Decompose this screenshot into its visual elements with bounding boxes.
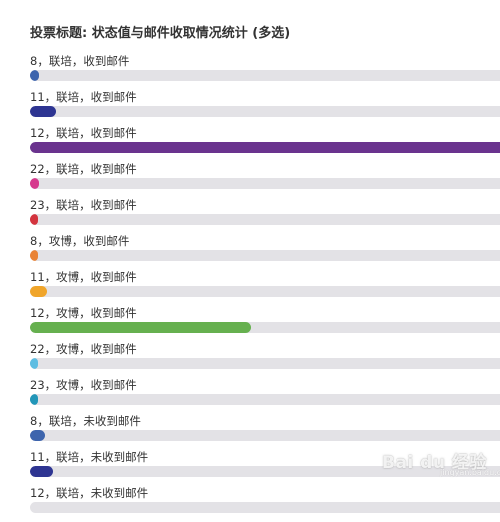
poll-option[interactable]: 22，攻博，收到邮件 <box>30 342 500 378</box>
poll-option[interactable]: 23，联培，收到邮件 <box>30 198 500 234</box>
poll-option[interactable]: 8，联培，未收到邮件 <box>30 414 500 450</box>
poll-option-label: 11，攻博，收到邮件 <box>30 270 137 284</box>
poll-option-label: 22，联培，收到邮件 <box>30 162 137 176</box>
poll-option-bar-fill <box>30 358 38 369</box>
poll-option-label: 23，联培，收到邮件 <box>30 198 137 212</box>
poll-option-label: 8，攻博，收到邮件 <box>30 234 130 248</box>
poll-option-label: 12，联培，收到邮件 <box>30 126 137 140</box>
poll-option[interactable]: 11，联培，未收到邮件 <box>30 450 500 486</box>
poll-option-label: 11，联培，收到邮件 <box>30 90 137 104</box>
poll-option-label: 12，联培，未收到邮件 <box>30 486 149 500</box>
poll-option-bar-track <box>30 142 500 153</box>
poll-option[interactable]: 11，攻博，收到邮件 <box>30 270 500 306</box>
poll-option-bar-track <box>30 394 500 405</box>
poll-option-bar-track <box>30 106 500 117</box>
poll-option-bar-fill <box>30 106 56 117</box>
poll-option-bar-track <box>30 70 500 81</box>
poll-option-label: 8，联培，收到邮件 <box>30 54 130 68</box>
poll-option-bar-fill <box>30 430 46 441</box>
poll-option-bar-fill <box>30 250 38 261</box>
poll-option[interactable]: 8，攻博，收到邮件 <box>30 234 500 270</box>
poll-option-bar-fill <box>30 214 38 225</box>
poll-options-list: 8，联培，收到邮件 11，联培，收到邮件 12，联培，收到邮件 22，联培，收到邮件 2… <box>30 54 500 513</box>
poll-option-bar-fill <box>30 466 53 477</box>
poll-option-bar-track <box>30 430 500 441</box>
poll-title: 投票标题: 状态值与邮件收取情况统计 (多选) <box>30 26 291 41</box>
poll-option[interactable]: 8，联培，收到邮件 <box>30 54 500 90</box>
poll-option-label: 22，攻博，收到邮件 <box>30 342 137 356</box>
poll-option-bar-fill <box>30 322 251 333</box>
baidu-jingyan-watermark: Bai du 经验 <box>382 448 487 473</box>
poll-option[interactable]: 22，联培，收到邮件 <box>30 162 500 198</box>
poll-option[interactable]: 12，攻博，收到邮件 <box>30 306 500 342</box>
poll-option-bar-track <box>30 286 500 297</box>
poll-option[interactable]: 11，联培，收到邮件 <box>30 90 500 126</box>
poll-option-label: 11，联培，未收到邮件 <box>30 450 149 464</box>
poll-option-bar-track <box>30 466 500 477</box>
poll-option-bar-track <box>30 358 500 369</box>
poll-option-bar-fill <box>30 142 500 153</box>
poll-option-bar-fill <box>30 70 40 81</box>
poll-option[interactable]: 12，联培，未收到邮件 <box>30 486 500 522</box>
poll-option-label: 8，联培，未收到邮件 <box>30 414 141 428</box>
poll-option-bar-fill <box>30 394 38 405</box>
poll-option-bar-fill <box>30 178 40 189</box>
poll-option[interactable]: 23，攻博，收到邮件 <box>30 378 500 414</box>
poll-option[interactable]: 12，联培，收到邮件 <box>30 126 500 162</box>
poll-option-label: 12，攻博，收到邮件 <box>30 306 137 320</box>
poll-option-bar-track <box>30 322 500 333</box>
poll-option-bar-track <box>30 250 500 261</box>
poll-option-bar-track <box>30 502 500 513</box>
poll-option-bar-track <box>30 214 500 225</box>
watermark-text: Bai du 经验 <box>382 453 487 473</box>
poll-option-bar-track <box>30 178 500 189</box>
watermark-url: jingyan.baidu.com <box>440 468 500 477</box>
poll-option-bar-fill <box>30 286 47 297</box>
poll-option-label: 23，攻博，收到邮件 <box>30 378 137 392</box>
